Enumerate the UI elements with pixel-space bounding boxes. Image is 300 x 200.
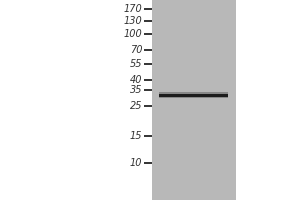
Bar — [159, 97, 228, 98]
Text: 15: 15 — [130, 131, 142, 141]
Bar — [159, 92, 228, 94]
Text: 130: 130 — [124, 16, 142, 26]
Bar — [159, 92, 228, 94]
Text: 170: 170 — [124, 4, 142, 14]
Text: 35: 35 — [130, 85, 142, 95]
Bar — [159, 92, 228, 94]
Text: 25: 25 — [130, 101, 142, 111]
Text: 100: 100 — [124, 29, 142, 39]
Text: 70: 70 — [130, 45, 142, 55]
Text: 40: 40 — [130, 75, 142, 85]
Bar — [159, 97, 228, 98]
Text: 10: 10 — [130, 158, 142, 168]
Bar — [152, 0, 236, 200]
Text: 55: 55 — [130, 59, 142, 69]
Bar — [159, 97, 228, 98]
Bar — [159, 94, 228, 97]
